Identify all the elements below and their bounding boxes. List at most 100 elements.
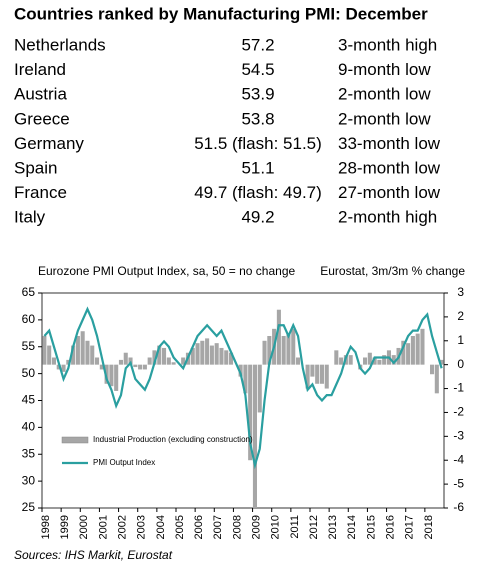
y-tick-label: 25: [22, 500, 36, 514]
y2-tick-label: -1: [453, 381, 464, 395]
bar: [166, 357, 171, 365]
y-tick-label: 45: [22, 393, 36, 407]
bar: [319, 364, 324, 384]
bar: [133, 364, 138, 368]
bar: [315, 364, 320, 384]
y-tick-label: 40: [22, 420, 36, 434]
bar: [224, 350, 229, 365]
bar: [391, 355, 396, 365]
x-tick-label: 2016: [384, 515, 396, 539]
bar: [75, 336, 80, 365]
bar: [286, 333, 291, 365]
status: 9-month low: [338, 60, 431, 79]
x-tick-label: 2017: [404, 515, 416, 539]
bar: [99, 364, 104, 370]
legend-label: Industrial Production (excluding constru…: [93, 435, 253, 444]
bar: [171, 362, 176, 365]
bar: [219, 347, 224, 365]
y2-tick-label: 3: [457, 285, 464, 299]
bar: [420, 328, 425, 365]
bar: [401, 340, 406, 365]
x-tick-label: 1998: [40, 515, 52, 539]
bar: [181, 357, 186, 365]
country: Italy: [14, 208, 46, 227]
bar: [42, 336, 47, 365]
legend-label: PMI Output Index: [93, 458, 155, 467]
bar: [367, 352, 372, 365]
bar: [415, 333, 420, 365]
country: Ireland: [14, 60, 66, 79]
bar: [276, 309, 281, 365]
x-tick-label: 2008: [231, 515, 243, 539]
country: Germany: [14, 134, 84, 153]
bar: [90, 345, 95, 365]
x-tick-label: 2001: [97, 515, 109, 539]
bar: [324, 364, 329, 389]
bar: [291, 328, 296, 365]
bar: [377, 359, 382, 365]
status: 33-month low: [338, 134, 441, 153]
pmi-value: 53.8: [241, 109, 274, 128]
bar: [214, 343, 219, 365]
pmi-value: 49.2: [241, 208, 274, 227]
pmi-value: 54.5: [241, 60, 274, 79]
bar: [47, 345, 52, 365]
bar: [229, 352, 234, 365]
y-tick-label: 35: [22, 446, 36, 460]
status: 2-month high: [338, 208, 437, 227]
bar: [123, 352, 128, 365]
y2-tick-label: -6: [453, 500, 464, 514]
x-tick-label: 2018: [423, 515, 435, 539]
bar: [430, 364, 435, 375]
table: Netherlands 57.2 3-month high Ireland 54.5 9-…: [14, 35, 441, 226]
x-tick-label: 2005: [174, 515, 186, 539]
bar: [262, 340, 267, 365]
x-tick-label: 1999: [59, 515, 71, 539]
x-tick-label: 2003: [136, 515, 148, 539]
bar: [334, 350, 339, 365]
y-tick-label: 50: [22, 366, 36, 380]
bar: [406, 343, 411, 365]
bar: [162, 347, 167, 365]
y2-axis-title: Eurostat, 3m/3m % change: [320, 264, 465, 278]
bar: [238, 364, 243, 377]
bar: [252, 364, 257, 508]
pmi-value: 49.7 (flash: 49.7): [194, 183, 322, 202]
y-tick-label: 65: [22, 285, 36, 299]
x-tick-label: 2000: [78, 515, 90, 539]
bar: [305, 364, 310, 389]
bar: [205, 338, 210, 365]
x-tick-label: 2012: [308, 515, 320, 539]
y2-tick-label: -2: [453, 405, 464, 419]
y-tick-label: 60: [22, 312, 36, 326]
bar: [339, 357, 344, 365]
bar: [348, 355, 353, 365]
x-tick-label: 2013: [327, 515, 339, 539]
bar: [434, 364, 439, 394]
bar: [267, 336, 272, 365]
bar: [85, 340, 90, 365]
bar: [71, 345, 76, 365]
bar: [118, 359, 123, 365]
status: 27-month low: [338, 183, 441, 202]
pmi-value: 53.9: [241, 85, 274, 104]
legend-swatch: [61, 436, 89, 444]
y2-tick-label: -5: [453, 476, 464, 490]
x-tick-label: 2009: [250, 515, 262, 539]
bar: [439, 359, 444, 365]
bar: [310, 364, 315, 377]
bar: [51, 357, 56, 365]
line: [43, 306, 443, 470]
bar: [200, 340, 205, 365]
x-tick-label: 2014: [346, 515, 358, 539]
bar: [248, 364, 253, 461]
bar: [157, 345, 162, 365]
x-tick-label: 2011: [289, 515, 301, 539]
x-tick-label: 2004: [155, 515, 167, 539]
country: Spain: [14, 158, 57, 177]
pmi-value: 51.5 (flash: 51.5): [194, 134, 322, 153]
bar: [142, 364, 147, 370]
country: Greece: [14, 109, 70, 128]
source: Sources: IHS Markit, Eurostat: [14, 548, 173, 562]
